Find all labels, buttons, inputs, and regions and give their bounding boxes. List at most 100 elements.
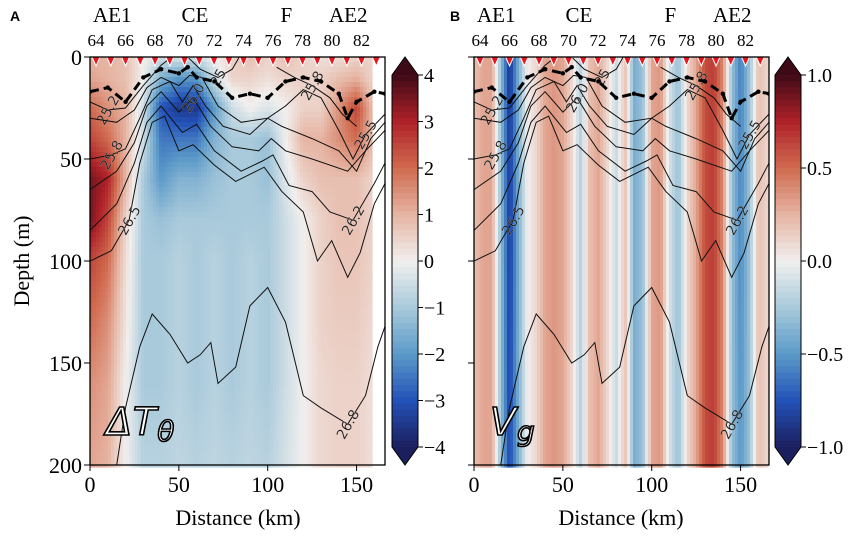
heat-cell — [192, 207, 196, 213]
heat-cell — [165, 427, 169, 433]
heat-cell — [183, 152, 187, 158]
heat-cell — [174, 177, 178, 183]
heat-cell — [201, 402, 205, 408]
heat-cell — [168, 137, 172, 143]
heat-cell — [177, 112, 181, 118]
heat-cell — [132, 422, 136, 428]
heat-cell — [186, 132, 190, 138]
heat-cell — [99, 332, 103, 338]
heat-cell — [192, 392, 196, 398]
heat-cell — [150, 112, 154, 118]
heat-cell — [99, 67, 103, 73]
heat-cell — [192, 212, 196, 218]
heat-cell — [168, 112, 172, 118]
heat-cell — [186, 217, 190, 223]
heat-cell — [174, 392, 178, 398]
heat-cell — [168, 297, 172, 303]
heat-cell — [123, 247, 127, 253]
heat-cell — [90, 377, 94, 383]
heat-cell — [195, 372, 199, 378]
heat-cell — [135, 112, 139, 118]
heat-cell — [114, 352, 118, 358]
heat-cell — [144, 437, 148, 443]
heat-cell — [96, 242, 100, 248]
heat-cell — [150, 127, 154, 133]
heat-cell — [180, 232, 184, 238]
heat-cell — [174, 402, 178, 408]
heat-cell — [90, 222, 94, 228]
heat-cell — [159, 432, 163, 438]
heat-cell — [141, 217, 145, 223]
heat-cell — [102, 117, 106, 123]
heat-cell — [162, 432, 166, 438]
heat-cell — [183, 137, 187, 143]
heat-cell — [117, 287, 121, 293]
heat-cell — [201, 282, 205, 288]
heat-cell — [144, 362, 148, 368]
heat-cell — [138, 292, 142, 298]
heat-cell — [90, 82, 94, 88]
heat-cell — [126, 72, 130, 78]
heat-cell — [204, 407, 208, 413]
heat-cell — [183, 192, 187, 198]
heat-cell — [117, 182, 121, 188]
heat-cell — [102, 297, 106, 303]
heat-cell — [150, 347, 154, 353]
heat-cell — [177, 412, 181, 418]
heat-cell — [135, 172, 139, 178]
heat-cell — [183, 162, 187, 168]
heat-cell — [117, 142, 121, 148]
heat-cell — [129, 342, 133, 348]
heat-cell — [207, 347, 211, 353]
heat-cell — [177, 262, 181, 268]
heat-cell — [144, 387, 148, 393]
heat-cell — [201, 212, 205, 218]
heat-cell — [177, 272, 181, 278]
heat-cell — [135, 192, 139, 198]
heat-cell — [126, 167, 130, 173]
heat-cell — [189, 287, 193, 293]
heat-cell — [192, 112, 196, 118]
heat-cell — [180, 277, 184, 283]
heat-cell — [123, 437, 127, 443]
heat-cell — [201, 222, 205, 228]
heat-cell — [123, 227, 127, 233]
heat-cell — [111, 162, 115, 168]
heat-cell — [162, 417, 166, 423]
heat-cell — [156, 82, 160, 88]
heat-cell — [93, 177, 97, 183]
heat-cell — [150, 92, 154, 98]
heat-cell — [210, 107, 214, 113]
heat-cell — [156, 357, 160, 363]
heat-cell — [147, 307, 151, 313]
heat-cell — [150, 407, 154, 413]
heat-cell — [111, 142, 115, 148]
heat-cell — [123, 77, 127, 83]
heat-cell — [195, 72, 199, 78]
heat-cell — [204, 447, 208, 453]
heat-cell — [108, 452, 112, 458]
heat-cell — [144, 432, 148, 438]
heat-cell — [132, 277, 136, 283]
heat-cell — [165, 362, 169, 368]
heat-cell — [102, 392, 106, 398]
heat-cell — [99, 352, 103, 358]
heat-cell — [177, 432, 181, 438]
heat-cell — [102, 262, 106, 268]
heat-cell — [198, 262, 202, 268]
heat-cell — [174, 432, 178, 438]
heat-cell — [105, 287, 109, 293]
heat-cell — [189, 102, 193, 108]
heat-cell — [207, 72, 211, 78]
heat-cell — [210, 157, 214, 163]
heat-cell — [96, 112, 100, 118]
heat-cell — [189, 167, 193, 173]
heat-cell — [99, 452, 103, 458]
heat-cell — [204, 237, 208, 243]
heat-cell — [162, 282, 166, 288]
heat-cell — [210, 302, 214, 308]
heat-cell — [174, 397, 178, 403]
heat-cell — [114, 427, 118, 433]
heat-cell — [120, 102, 124, 108]
heat-cell — [150, 257, 154, 263]
